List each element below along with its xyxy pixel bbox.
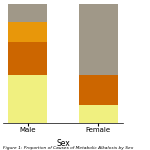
Bar [79,105,118,123]
Bar [8,4,47,22]
Bar [79,75,118,105]
Bar [79,4,118,75]
X-axis label: Sex: Sex [56,139,70,148]
Bar [8,75,47,123]
Bar [8,22,47,42]
Bar [8,42,47,75]
Text: Figure 1: Proportion of Causes of Metabolic Alkalosis by Sex: Figure 1: Proportion of Causes of Metabo… [3,146,133,150]
